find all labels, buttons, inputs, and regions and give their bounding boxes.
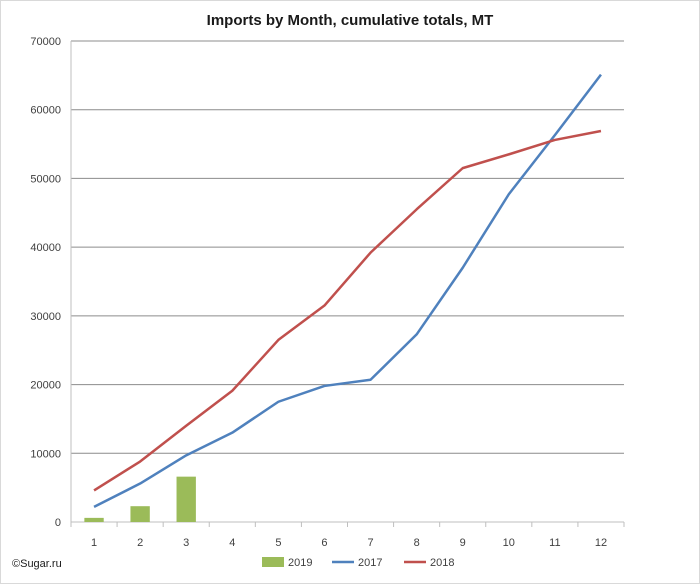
line-2017 xyxy=(93,73,602,508)
x-tick-label: 8 xyxy=(414,537,420,549)
y-tick-label: 70000 xyxy=(30,36,61,48)
y-tick-label: 40000 xyxy=(30,242,61,254)
y-tick-label: 50000 xyxy=(30,173,61,185)
bar-2019-1 xyxy=(84,517,104,522)
x-tick-label: 4 xyxy=(229,537,235,549)
chart-title: Imports by Month, cumulative totals, MT xyxy=(206,12,494,29)
y-tick-label: 20000 xyxy=(30,380,61,392)
legend-label-2019: 2019 xyxy=(288,557,312,569)
legend: 2019 2017 2018 xyxy=(262,557,454,569)
legend-swatch-2019 xyxy=(262,557,284,567)
gridlines xyxy=(70,40,624,523)
bar-2019-2 xyxy=(130,506,150,522)
line-series xyxy=(93,73,602,508)
legend-label-2018: 2018 xyxy=(430,557,454,569)
x-axis-ticks: 1 2 3 4 5 6 7 8 9 10 11 12 xyxy=(70,522,625,549)
bar-2019-3 xyxy=(176,476,196,522)
x-tick-label: 10 xyxy=(503,537,515,549)
x-tick-label: 5 xyxy=(275,537,281,549)
line-2018 xyxy=(93,129,602,492)
x-tick-label: 11 xyxy=(549,537,560,549)
credit-text: ©Sugar.ru xyxy=(12,558,62,570)
y-tick-label: 10000 xyxy=(30,448,61,460)
x-tick-label: 2 xyxy=(137,537,143,549)
y-tick-label: 30000 xyxy=(30,311,61,323)
x-tick-label: 12 xyxy=(595,537,607,549)
legend-label-2017: 2017 xyxy=(358,557,382,569)
bar-series xyxy=(84,476,196,522)
y-tick-label: 60000 xyxy=(30,105,61,117)
y-tick-label: 0 xyxy=(55,517,61,529)
x-tick-label: 1 xyxy=(91,537,97,549)
x-tick-label: 7 xyxy=(367,537,373,549)
x-tick-label: 6 xyxy=(321,537,327,549)
y-axis-ticks: 0 10000 20000 30000 40000 50000 60000 70000 xyxy=(30,36,61,529)
x-tick-label: 3 xyxy=(183,537,189,549)
x-tick-label: 9 xyxy=(460,537,466,549)
